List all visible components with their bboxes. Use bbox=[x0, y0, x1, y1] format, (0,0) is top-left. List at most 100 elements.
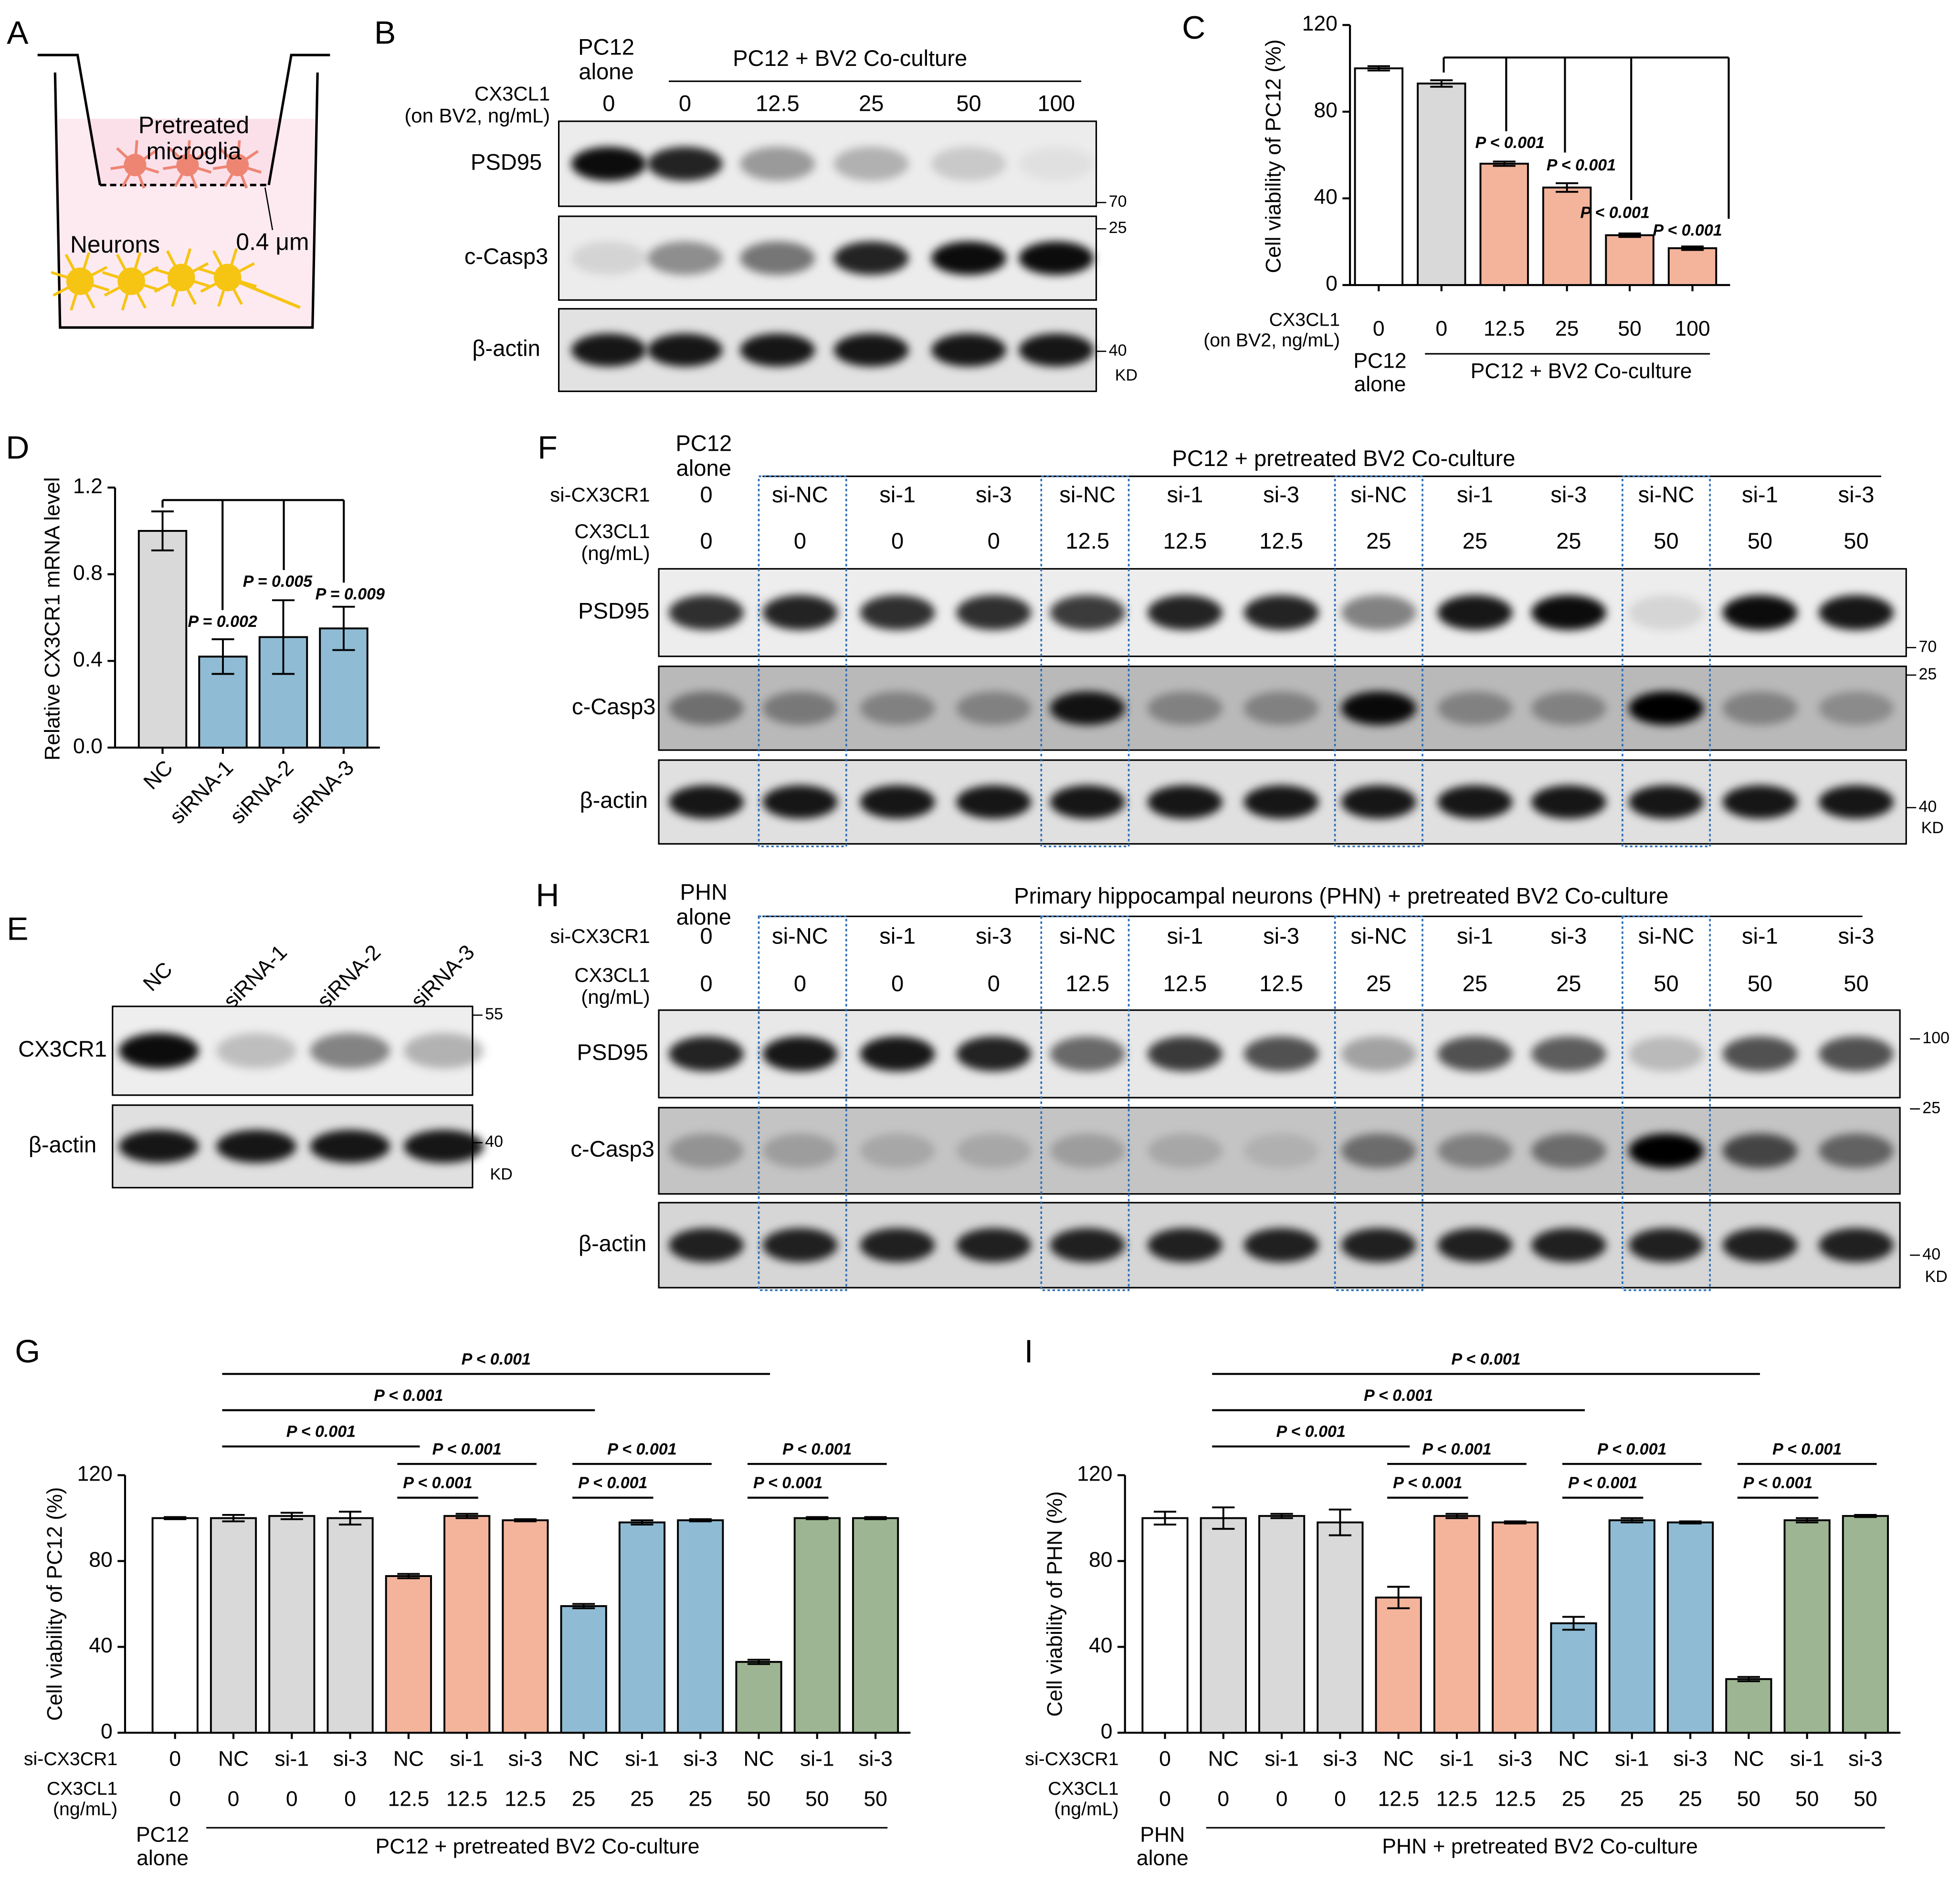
x-tick-label: si-1 bbox=[800, 1747, 834, 1771]
band bbox=[1722, 785, 1798, 819]
text-line: alone bbox=[137, 1846, 189, 1870]
text-line: (ng/mL) bbox=[53, 1799, 117, 1820]
error-bar bbox=[1445, 1513, 1468, 1519]
y-tick-label: 0 bbox=[101, 1720, 113, 1743]
band bbox=[1243, 1228, 1319, 1262]
lane-label: si-NC bbox=[1350, 482, 1407, 507]
error-bar bbox=[1387, 1586, 1410, 1609]
x-tick-label: si-3 bbox=[508, 1747, 543, 1771]
p-value: P < 0.001 bbox=[1422, 1440, 1491, 1458]
bar bbox=[618, 1521, 666, 1734]
marker-label: 25 bbox=[1109, 219, 1127, 237]
band bbox=[1628, 1228, 1704, 1262]
band bbox=[1050, 1133, 1125, 1168]
bar bbox=[1542, 186, 1592, 286]
text-line: (ng/mL) bbox=[1054, 1799, 1118, 1820]
x-tick-label: 0 bbox=[1435, 317, 1447, 340]
protein-label: β-actin bbox=[29, 1132, 96, 1157]
x-tick-label: NC bbox=[1733, 1747, 1764, 1771]
highlight-box bbox=[1622, 475, 1711, 847]
lane-label: 50 bbox=[1748, 971, 1772, 996]
panel-letter: G bbox=[15, 1334, 40, 1370]
y-tick-label: 0.0 bbox=[73, 735, 103, 758]
band bbox=[833, 147, 909, 181]
p-value: P = 0.005 bbox=[243, 572, 313, 591]
band bbox=[571, 333, 646, 367]
error-bar bbox=[1270, 1513, 1293, 1519]
band bbox=[1050, 691, 1125, 725]
pore-pointer bbox=[264, 187, 274, 231]
text-line: PHN bbox=[1140, 1823, 1185, 1846]
x-tick-label: 12.5 bbox=[1484, 317, 1525, 340]
lane-label: si-1 bbox=[1742, 482, 1778, 507]
band bbox=[310, 1130, 390, 1163]
highlight-box bbox=[1334, 475, 1423, 847]
band bbox=[833, 241, 909, 275]
error-bar bbox=[1430, 79, 1453, 88]
error-bar bbox=[1493, 160, 1516, 167]
label: Pretreated microglia bbox=[138, 112, 249, 165]
row-label: si-CX3CR1 bbox=[24, 1748, 117, 1769]
text-line: (ng/mL) bbox=[581, 986, 650, 1008]
lane-label: 12.5 bbox=[1259, 971, 1303, 996]
row-label: si-CX3CR1 bbox=[550, 925, 650, 947]
y-tick-label: 80 bbox=[89, 1548, 113, 1571]
lane-label: 100 bbox=[1037, 90, 1075, 116]
error-bar bbox=[1618, 233, 1641, 238]
x-tick-label: 25 bbox=[1562, 1787, 1585, 1810]
text-line: PC12 bbox=[578, 34, 634, 60]
p-value: P < 0.001 bbox=[1568, 1474, 1637, 1492]
band bbox=[1341, 691, 1416, 725]
protein-label: c-Casp3 bbox=[464, 243, 548, 269]
bar bbox=[677, 1519, 724, 1734]
bar bbox=[1666, 1521, 1714, 1734]
x-tick-label: 25 bbox=[1555, 317, 1579, 340]
p-value: P < 0.001 bbox=[607, 1440, 676, 1458]
band bbox=[860, 1228, 935, 1262]
band bbox=[1437, 595, 1513, 630]
x-tick-label: si-3 bbox=[1498, 1747, 1532, 1771]
y-tick-label: 120 bbox=[77, 1462, 113, 1486]
text-line: alone bbox=[1137, 1846, 1189, 1870]
text-line: PC12 bbox=[136, 1823, 189, 1846]
error-bar bbox=[211, 638, 234, 675]
marker-label: 40 bbox=[1109, 341, 1127, 360]
error-bar bbox=[455, 1513, 478, 1519]
band bbox=[216, 1033, 296, 1069]
x-tick-label: 50 bbox=[1737, 1787, 1761, 1810]
x-tick-label: 0 bbox=[228, 1787, 240, 1810]
group-label: PC12 + pretreated BV2 Co-culture bbox=[1172, 445, 1515, 471]
protein-label: PSD95 bbox=[578, 598, 649, 623]
lane-label: si-NC bbox=[1059, 482, 1116, 507]
row-label: CX3CL1 (on BV2, ng/mL) bbox=[1203, 309, 1340, 351]
lane-label: 25 bbox=[1366, 971, 1391, 996]
protein-label: β-actin bbox=[579, 1230, 646, 1256]
band bbox=[1147, 785, 1222, 819]
text-line: alone bbox=[676, 904, 731, 930]
band bbox=[1722, 1228, 1798, 1262]
group-label: Primary hippocampal neurons (PHN) + pret… bbox=[1014, 883, 1668, 908]
band bbox=[647, 241, 723, 275]
panel-letter: F bbox=[537, 430, 558, 466]
band bbox=[1341, 1133, 1416, 1168]
bar bbox=[1550, 1622, 1597, 1734]
row-label: CX3CL1 (ng/mL) bbox=[47, 1778, 117, 1820]
x-tick-label: si-3 bbox=[683, 1747, 717, 1771]
lane-label: si-1 bbox=[879, 482, 916, 507]
band bbox=[1818, 1228, 1894, 1262]
band bbox=[1818, 785, 1894, 819]
band bbox=[669, 1228, 744, 1262]
error-bar bbox=[1737, 1676, 1760, 1683]
y-tick-label: 80 bbox=[1089, 1548, 1113, 1571]
band bbox=[1437, 1036, 1513, 1072]
well-wall bbox=[53, 72, 319, 329]
band bbox=[1019, 147, 1094, 181]
x-tick-label: 12.5 bbox=[1495, 1787, 1536, 1810]
bar bbox=[1842, 1515, 1889, 1734]
bar bbox=[1354, 67, 1403, 286]
lane-label: 12.5 bbox=[1259, 528, 1303, 553]
marker-label: 55 bbox=[485, 1005, 503, 1023]
error-bar bbox=[151, 510, 174, 551]
lane-label: 0 bbox=[679, 90, 691, 116]
p-value: P < 0.001 bbox=[1581, 204, 1650, 222]
